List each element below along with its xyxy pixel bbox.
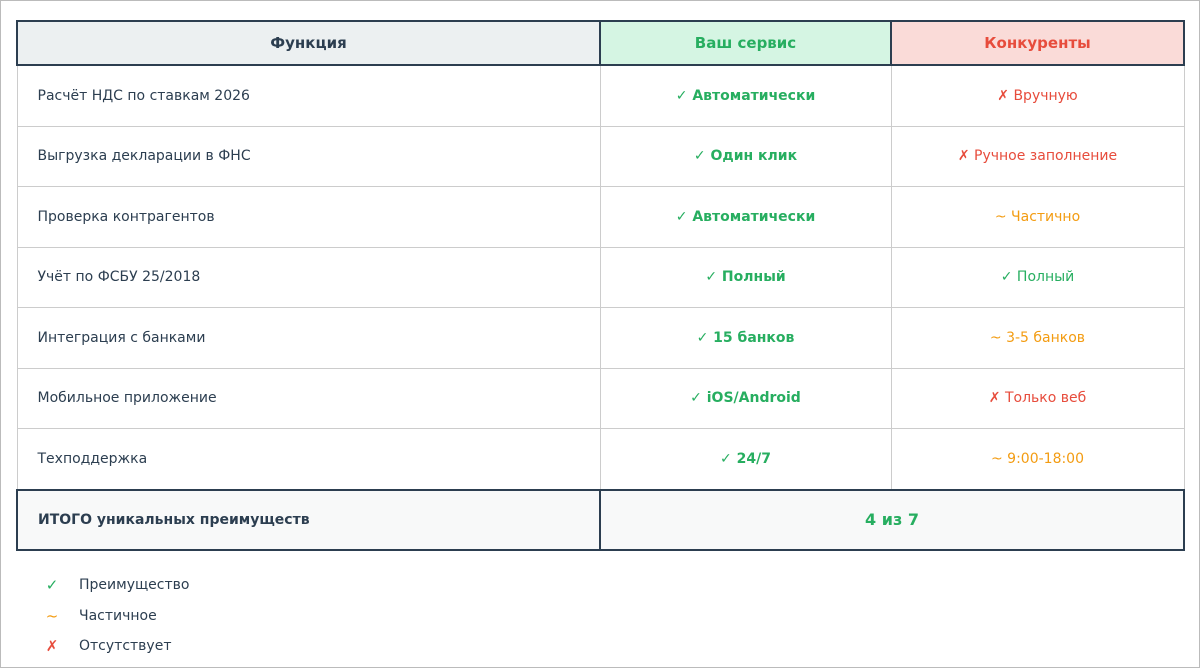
ours-cell: ✓ Полный <box>599 246 892 308</box>
competitor-cell: ✗ Вручную <box>890 64 1185 127</box>
feature-cell: Проверка контрагентов <box>16 186 601 248</box>
header-row: Функция Ваш сервис Конкуренты <box>16 20 1185 66</box>
legend-label: Преимущество <box>79 577 190 594</box>
legend-symbol: ~ <box>45 606 59 625</box>
ours-cell: ✓ iOS/Android <box>599 367 892 429</box>
ours-cell: ✓ Один клик <box>599 125 892 187</box>
row: Выгрузка декларации в ФНС ✓ Один клик ✗ Ру… <box>16 125 1185 187</box>
legend-label: Частичное <box>79 607 157 624</box>
feature-cell: Расчёт НДС по ставкам 2026 <box>16 64 601 127</box>
feature-cell: Выгрузка декларации в ФНС <box>16 125 601 187</box>
row: Проверка контрагентов ✓ Автоматически ~ Ча… <box>16 186 1185 248</box>
header-cell: Конкуренты <box>890 20 1185 66</box>
feature-cell: Техподдержка <box>16 428 601 490</box>
ours-cell: ✓ Автоматически <box>599 64 892 127</box>
feature-cell: Учёт по ФСБУ 25/2018 <box>16 246 601 308</box>
ours-cell: ✓ 24/7 <box>599 428 892 490</box>
feature-cell: Мобильное приложение <box>16 367 601 429</box>
row: Техподдержка ✓ 24/7 ~ 9:00-18:00 <box>16 428 1185 490</box>
competitor-cell: ✓ Полный <box>890 246 1185 308</box>
ours-cell: ✓ 15 банков <box>599 307 892 369</box>
header-cell: Функция <box>16 20 601 66</box>
row: Мобильное приложение ✓ iOS/Android ✗ Тольк… <box>16 367 1185 429</box>
comparison-table: Функция Ваш сервис Конкуренты Расчёт НДС… <box>16 20 1185 551</box>
row: Учёт по ФСБУ 25/2018 ✓ Полный ✓ Полный <box>16 246 1185 308</box>
legend-item: ✓ Преимущество <box>40 570 190 601</box>
legend-symbol: ✗ <box>45 637 59 656</box>
competitor-cell: ~ 3-5 банков <box>890 307 1185 369</box>
feature-cell: Интеграция с банками <box>16 307 601 369</box>
row: Расчёт НДС по ставкам 2026 ✓ Автоматическ… <box>16 64 1185 127</box>
legend-item: ~ Частичное <box>40 601 189 632</box>
header-cell: Ваш сервис <box>599 20 892 66</box>
competitor-cell: ✗ Ручное заполнение <box>890 125 1185 187</box>
legend-label: Отсутствует <box>79 638 172 655</box>
legend-symbol: ✓ <box>45 576 59 595</box>
legend: ✓ Преимущество ~ Частичное ✗ Отсутствует <box>40 570 190 662</box>
legend-item: ✗ Отсутствует <box>40 631 189 662</box>
total-value: 4 из 7 <box>599 488 1185 551</box>
competitor-cell: ~ Частично <box>890 186 1185 248</box>
total-label: ИТОГО уникальных преимуществ <box>16 488 601 551</box>
competitor-cell: ~ 9:00-18:00 <box>890 428 1185 490</box>
competitor-cell: ✗ Только веб <box>890 367 1185 429</box>
total-row: ИТОГО уникальных преимуществ 4 из 7 <box>16 488 1185 551</box>
ours-cell: ✓ Автоматически <box>599 186 892 248</box>
row: Интеграция с банками ✓ 15 банков ~ 3-5 бан… <box>16 307 1185 369</box>
